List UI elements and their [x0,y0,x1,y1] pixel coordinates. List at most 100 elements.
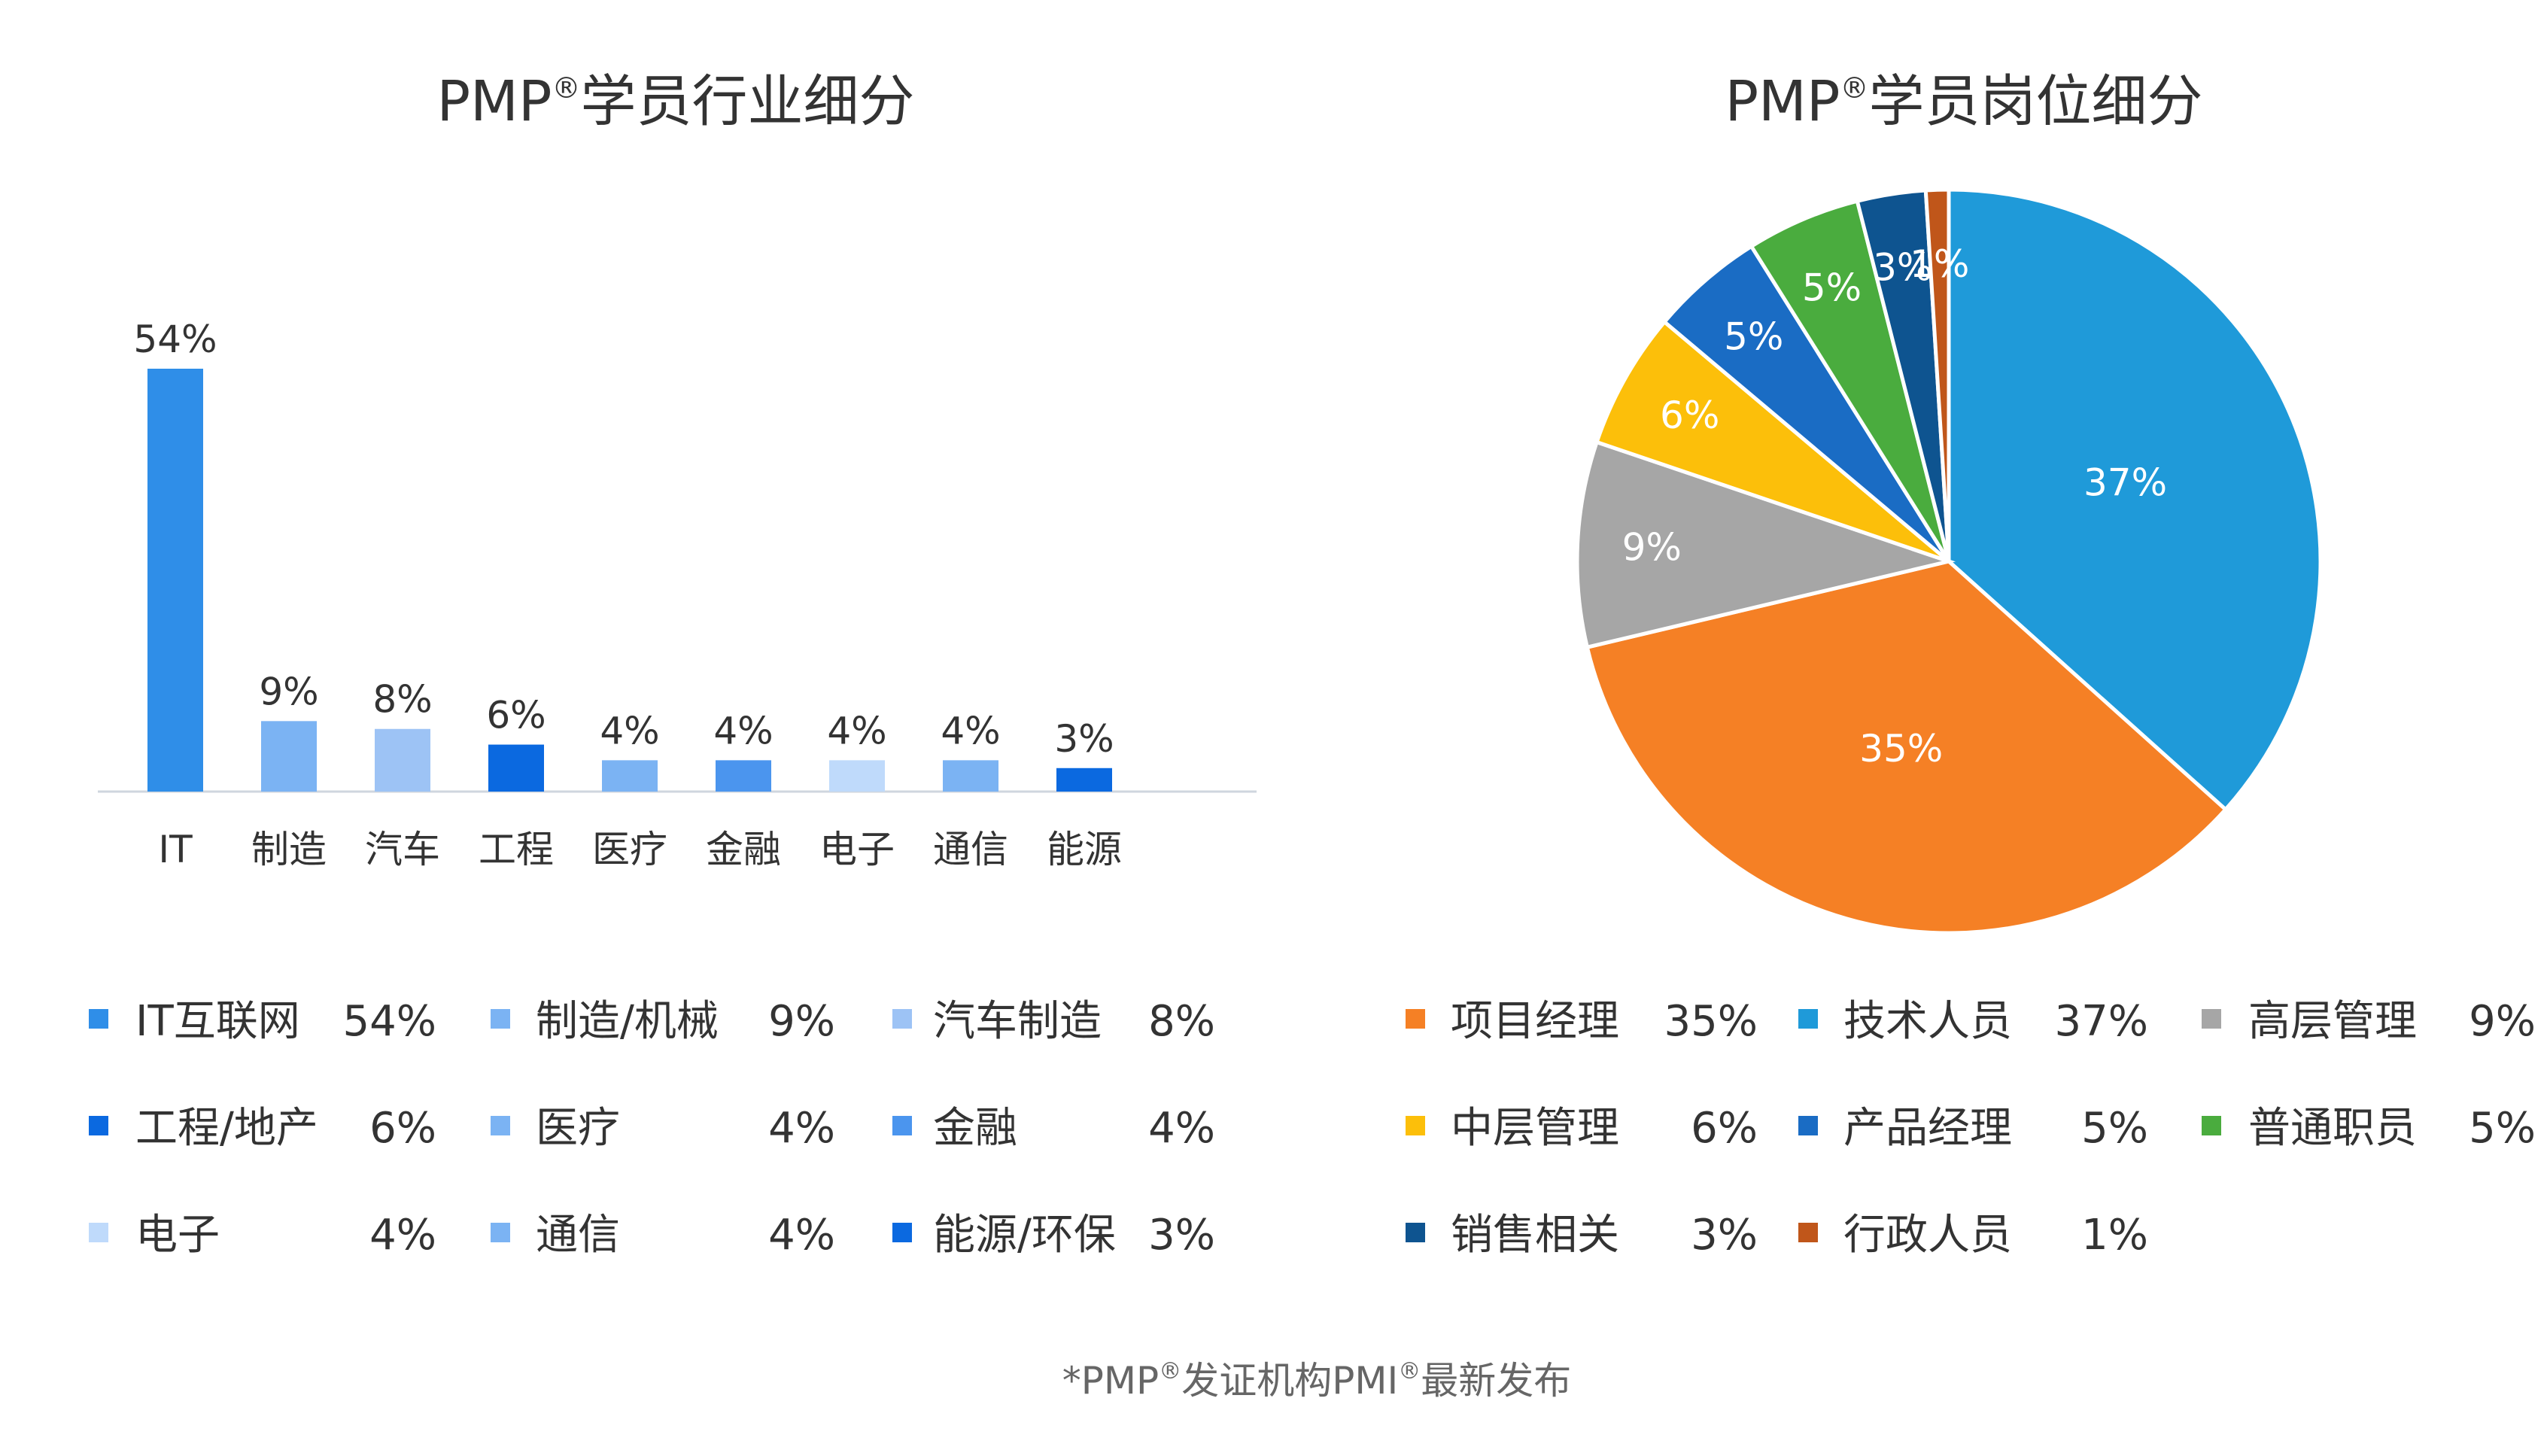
footnote-middle: 发证机构PMI [1181,1359,1398,1403]
legend-swatch [491,1009,510,1029]
bar-category-label: 电子 [819,828,895,871]
legend-label: IT互联网 [135,997,300,1046]
legend-value: 9% [768,997,835,1046]
legend-value: 6% [369,1104,436,1153]
legend-swatch [2202,1009,2221,1029]
legend-swatch [89,1116,108,1135]
legend-label: 工程/地产 [135,1104,318,1153]
pie-slice-中层管理 [1594,319,1950,564]
bar-金融 [716,760,771,792]
legend-value: 37% [2055,997,2148,1046]
legend-label: 医疗 [536,1104,620,1153]
legend-label: 技术人员 [1843,997,2012,1046]
bar-制造 [261,721,317,792]
legend-label: 行政人员 [1843,1211,2012,1260]
legend-value: 4% [369,1211,436,1260]
legend-swatch [1798,1116,1818,1135]
bar-value-label: 8% [372,678,432,722]
bar-value-label: 4% [600,709,659,752]
legend-label: 普通职员 [2248,1104,2417,1153]
bar-category-label: 制造 [251,828,327,871]
footnote-registered-mark-2: ® [1398,1358,1421,1385]
pie-slice-label: 9% [1622,526,1682,570]
legend-label: 电子 [135,1211,220,1260]
bar-category-label: 工程 [479,828,554,871]
bar-value-label: 4% [941,709,1000,752]
bar-工程 [488,744,544,792]
bar-value-label: 6% [486,694,546,737]
pie-slice-项目经理 [1585,559,2229,935]
pie-slice-label: 35% [1859,727,1943,771]
bar-value-label: 4% [827,709,886,752]
legend-label: 汽车制造 [933,997,1102,1046]
footnote: *PMP®发证机构PMI®最新发布 [1062,1358,1572,1403]
pie-title-prefix: PMP [1725,69,1840,134]
pie-slice-label: 5% [1802,266,1862,310]
legend-value: 3% [1691,1211,1758,1260]
bar-category-label: 能源 [1047,828,1122,871]
bar-IT [147,369,203,792]
legend-label: 项目经理 [1451,997,1619,1046]
bar-title-registered-mark: ® [552,71,581,105]
legend-swatch [89,1223,108,1242]
bar-legend: IT互联网 54% 制造/机械 9% 汽车制造 8% 工程/地产 6% 医疗 4% 金融 4% 电子 4%… [89,997,1215,1260]
bar-value-label: 4% [713,709,773,752]
bar-电子 [829,760,885,792]
pie-slice-产品经理 [1661,243,1951,563]
legend-swatch [2202,1116,2221,1135]
legend-swatch [1406,1116,1425,1135]
legend-value: 9% [2469,997,2536,1046]
legend-label: 通信 [536,1211,620,1260]
pie-chart-title: PMP®学员岗位细分 [1725,69,2202,134]
legend-value: 35% [1664,997,1758,1046]
bar-category-label: 汽车 [365,828,440,871]
bar-chart: 54% IT 9% 制造 8% 汽车 6% 工程 4% 医疗 4% 金融 4% 电子 4% 通信 3% 能源 [98,318,1257,871]
footnote-prefix: *PMP [1062,1359,1159,1403]
legend-value: 8% [1148,997,1215,1046]
legend-swatch [1798,1009,1818,1029]
legend-value: 54% [343,997,436,1046]
pie-slice-label: 37% [2083,461,2167,504]
legend-swatch [892,1116,912,1135]
legend-value: 3% [1148,1211,1215,1260]
legend-value: 4% [1148,1104,1215,1153]
legend-value: 1% [2081,1211,2148,1260]
legend-swatch [892,1223,912,1242]
pie-slice-高层管理 [1575,439,1956,650]
bar-category-label: 医疗 [592,828,667,871]
footnote-registered-mark-1: ® [1159,1358,1181,1385]
bar-title-prefix: PMP [436,69,552,134]
pie-slice-行政人员 [1923,187,1951,562]
pie-slice-label: 1% [1910,242,1969,286]
legend-swatch [1798,1223,1818,1242]
pie-title-registered-mark: ® [1840,71,1869,105]
legend-swatch [491,1116,510,1135]
legend-value: 6% [1691,1104,1758,1153]
legend-value: 5% [2081,1104,2148,1153]
pie-slice-label: 5% [1724,315,1783,359]
bar-医疗 [602,760,658,792]
legend-swatch [491,1223,510,1242]
legend-label: 金融 [933,1104,1017,1153]
bar-chart-title: PMP®学员行业细分 [436,69,914,134]
bar-通信 [943,760,998,792]
footnote-suffix: 最新发布 [1421,1359,1571,1403]
pie-slice-label: 6% [1660,394,1719,437]
bar-汽车 [375,728,430,792]
bar-title-suffix: 学员行业细分 [581,69,915,134]
bar-category-label: IT [158,828,193,871]
pie-slice-普通职员 [1749,199,1951,563]
legend-value: 5% [2469,1104,2536,1153]
legend-label: 销售相关 [1451,1211,1619,1260]
legend-value: 4% [768,1104,835,1153]
legend-swatch [1406,1223,1425,1242]
pie-title-suffix: 学员岗位细分 [1869,69,2203,134]
legend-swatch [1406,1009,1425,1029]
pie-slice-label: 3% [1873,246,1932,290]
legend-label: 中层管理 [1451,1104,1619,1153]
legend-swatch [892,1009,912,1029]
bar-category-label: 金融 [706,828,781,871]
bar-value-label: 9% [259,670,318,713]
pie-chart: 37%35%9%6%5%5% 3%1% [1575,187,2323,935]
